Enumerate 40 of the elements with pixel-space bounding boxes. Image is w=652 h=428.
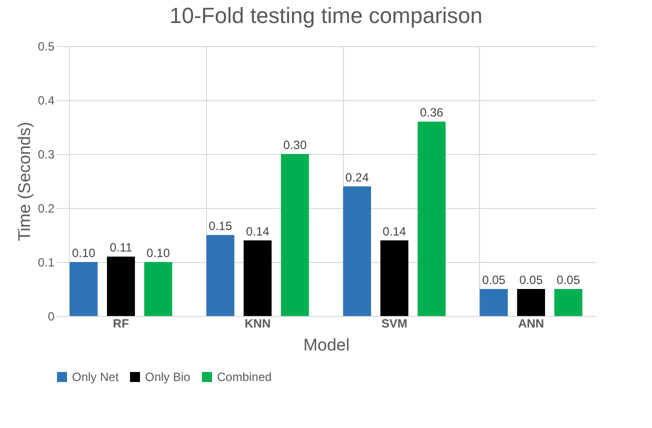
y-tick-label: 0.2 [38,202,55,216]
legend-label: Only Bio [145,370,191,384]
data-label: 0.15 [208,219,232,233]
y-tick-label: 0.4 [38,94,55,108]
x-axis-title: Model [303,336,350,354]
x-tick-label: SVM [381,316,408,330]
data-label: 0.36 [420,106,444,120]
bar [418,122,446,316]
bar [517,289,546,316]
bar [280,154,309,316]
data-label: 0.11 [110,240,132,255]
legend-label: Combined [217,370,272,384]
y-tick-label: 0.1 [38,256,55,270]
data-label: 0.05 [556,273,580,287]
data-label: 0.10 [72,246,96,260]
bar [144,262,172,316]
data-label: 0.14 [382,224,406,238]
data-label: 0.30 [283,138,307,152]
y-axis-title: Time (Seconds) [14,122,34,242]
bar [244,240,272,316]
x-tick-label: KNN [244,316,271,330]
legend-label: Only Net [72,370,120,384]
chart-title: 10-Fold testing time comparison [169,3,483,28]
data-label: 0.10 [146,246,170,260]
y-tick-label: 0.5 [38,40,55,54]
bar [106,256,135,316]
x-tick-label: RF [112,316,129,330]
bar [554,289,582,316]
x-tick-label: ANN [518,316,544,330]
bar [70,262,98,316]
data-label: 0.14 [246,224,270,238]
bar [380,240,408,316]
y-tick-label: 0.3 [38,148,55,162]
data-label: 0.05 [519,273,544,287]
data-label: 0.24 [345,170,370,184]
bar [343,186,372,316]
bar [480,289,508,316]
y-tick-label: 0 [48,310,55,324]
data-label: 0.05 [482,273,506,287]
bar [206,235,234,316]
